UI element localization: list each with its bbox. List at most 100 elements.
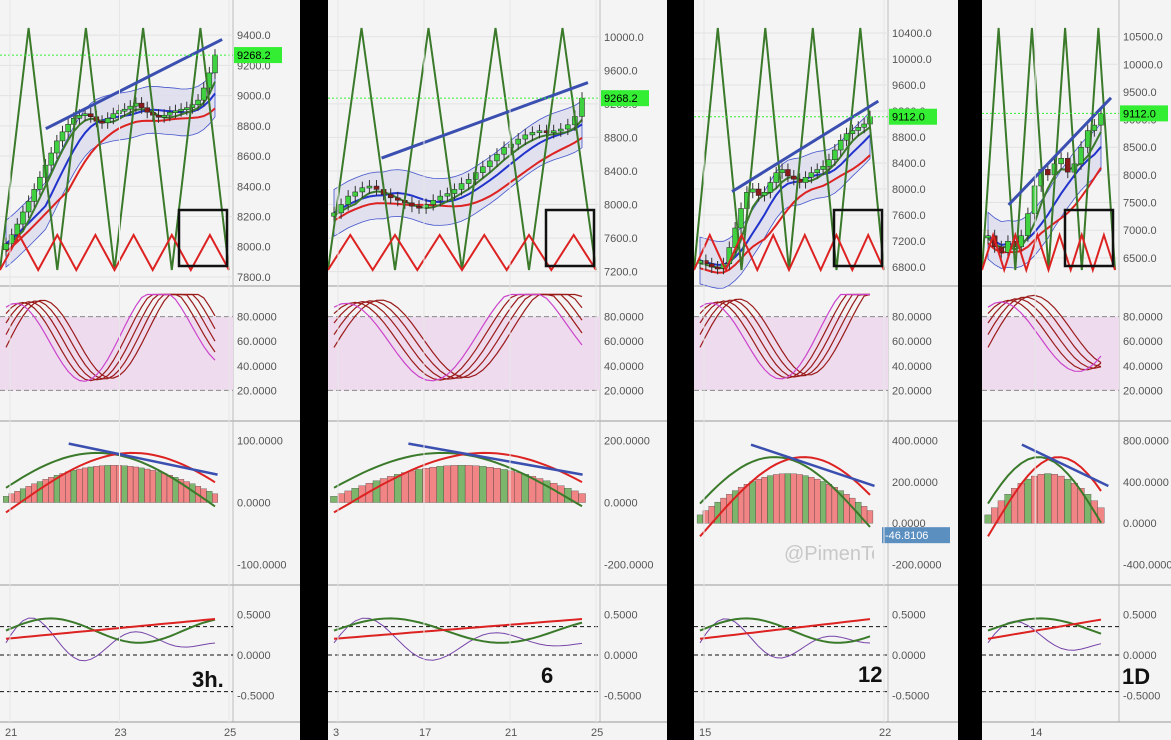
- last-price-tag: [1120, 105, 1168, 122]
- macd-histogram-bar: [1017, 483, 1025, 524]
- macd-histogram-bar: [1057, 475, 1065, 524]
- candle: [373, 185, 380, 190]
- x-tick-label: 23: [115, 727, 127, 739]
- macd-line: [5, 451, 216, 508]
- corr-tick-label: 0.0000: [604, 650, 638, 662]
- candle: [1018, 235, 1024, 248]
- stoch-tick-label: 40.0000: [1123, 361, 1163, 373]
- timeframe-label: 12: [858, 662, 883, 687]
- macd-histogram-bar: [479, 466, 487, 503]
- corr-green-line: [987, 617, 1102, 635]
- price-tick-label: 9500.0: [1123, 87, 1157, 99]
- chart-svg: 10400.010000.09600.09200.08800.08400.080…: [694, 0, 958, 739]
- price-tick-label: 7200.0: [604, 267, 638, 279]
- candle: [395, 197, 401, 201]
- macd-histogram-bar: [408, 470, 416, 503]
- timeframe-label: 1D: [1122, 664, 1151, 689]
- candle: [714, 266, 721, 270]
- macd-tick-label: -200.0000: [604, 560, 654, 572]
- macd-histogram-bar: [161, 473, 168, 503]
- highlight-box: [177, 208, 229, 268]
- candle: [366, 185, 373, 189]
- candle: [773, 172, 779, 183]
- price-tick-label: 8000.0: [892, 184, 926, 196]
- candle: [755, 188, 762, 196]
- corr-red-line: [333, 618, 583, 640]
- macd-signal-line: [987, 456, 1102, 537]
- stoch-line: [987, 294, 1102, 364]
- corr-tick-label: 0.5000: [604, 609, 638, 621]
- macd-histogram-bar: [76, 468, 83, 503]
- macd-histogram-bar: [1070, 483, 1078, 524]
- macd-histogram-bar: [42, 479, 49, 503]
- macd-histogram-bar: [696, 514, 704, 524]
- green-moving-average: [5, 81, 216, 248]
- chart-panel-6h: 10000.09600.09200.08800.08400.08000.0760…: [328, 0, 667, 740]
- macd-tick-label: 200.0000: [604, 436, 650, 448]
- stoch-line: [5, 293, 216, 382]
- stoch-tick-label: 60.0000: [892, 336, 932, 348]
- corr-tick-label: 0.0000: [892, 650, 926, 662]
- x-tick-label: 15: [699, 727, 711, 739]
- macd-tick-label: 200.0000: [892, 477, 938, 489]
- chart-panel-12h: 10400.010000.09600.09200.08800.08400.080…: [694, 0, 958, 740]
- stoch-line: [5, 293, 216, 381]
- zigzag-red-line: [0, 232, 230, 273]
- macd-histogram-bar: [1044, 473, 1052, 524]
- macd-histogram-bar: [521, 474, 530, 503]
- trend-line: [45, 38, 223, 131]
- macd-histogram-bar: [984, 514, 992, 524]
- chart-panel-1d: 10500.010000.09500.09000.08500.08000.075…: [982, 0, 1171, 740]
- macd-trend-line: [1021, 443, 1109, 488]
- price-tick-label: 10400.0: [892, 28, 932, 40]
- last-price-label: 9112.0: [892, 112, 925, 124]
- macd-histogram-bar: [1031, 475, 1039, 524]
- x-tick-label: 21: [505, 727, 517, 739]
- price-tick-label: 9600.0: [892, 80, 926, 92]
- macd-signal-line: [699, 456, 871, 537]
- candle: [212, 54, 218, 74]
- price-tick-label: 6500.0: [1123, 253, 1157, 265]
- candle: [579, 97, 585, 117]
- macd-line: [987, 456, 1102, 524]
- price-tick-label: 8800.0: [604, 132, 638, 144]
- macd-tick-label: 0.0000: [604, 498, 638, 510]
- macd-histogram-bar: [115, 465, 122, 503]
- candle: [808, 172, 815, 178]
- macd-histogram-bar: [866, 510, 874, 524]
- macd-histogram-bar: [726, 494, 733, 524]
- macd-histogram-bar: [743, 484, 750, 524]
- candle: [451, 189, 458, 194]
- candle: [832, 149, 838, 160]
- macd-histogram-bar: [472, 465, 480, 503]
- macd-trend-line: [750, 443, 875, 488]
- stoch-band: [328, 316, 600, 391]
- price-tick-label: 8000.0: [237, 242, 271, 254]
- macd-histogram-bar: [464, 465, 473, 503]
- candle: [802, 177, 809, 183]
- price-tick-label: 7600.0: [604, 233, 638, 245]
- candle: [522, 134, 529, 140]
- candle: [820, 166, 826, 170]
- corr-tick-label: 0.0000: [237, 650, 271, 662]
- macd-value-label: -46.8106: [885, 530, 928, 542]
- macd-value-tag: [882, 527, 950, 544]
- last-price-label: 9268.2: [237, 50, 271, 62]
- candle: [76, 114, 83, 119]
- candle: [536, 130, 543, 133]
- candle: [184, 107, 190, 110]
- candle: [338, 204, 344, 214]
- macd-histogram-bar: [70, 470, 77, 503]
- macd-histogram-bar: [401, 472, 409, 503]
- macd-histogram-bar: [3, 496, 9, 503]
- candle: [501, 147, 507, 155]
- corr-tick-label: -0.5000: [604, 691, 641, 703]
- candle: [437, 195, 444, 201]
- corr-green-line: [5, 617, 216, 644]
- stoch-tick-label: 80.0000: [604, 312, 644, 324]
- price-tick-label: 10000.0: [604, 32, 644, 44]
- macd-histogram-bar: [1037, 474, 1045, 524]
- stoch-line: [699, 293, 870, 380]
- macd-trend-line: [68, 442, 218, 476]
- green-moving-average: [333, 119, 583, 217]
